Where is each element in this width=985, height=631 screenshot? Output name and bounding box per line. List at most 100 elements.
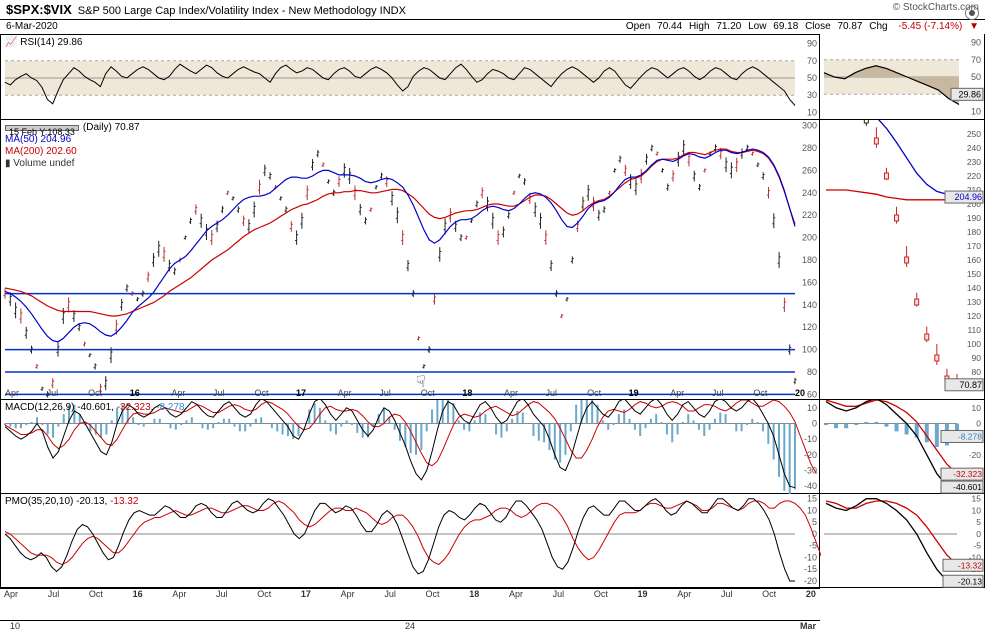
- svg-text:200: 200: [802, 233, 817, 243]
- svg-text:5: 5: [812, 517, 817, 527]
- svg-text:29.86: 29.86: [958, 89, 981, 99]
- svg-text:Oct: Oct: [254, 388, 269, 398]
- svg-text:15: 15: [972, 494, 982, 504]
- svg-text:-10: -10: [804, 552, 817, 562]
- svg-text:100: 100: [802, 345, 817, 355]
- svg-text:-13.32: -13.32: [958, 560, 982, 570]
- svg-text:220: 220: [967, 171, 981, 181]
- svg-text:90: 90: [972, 353, 982, 363]
- svg-text:120: 120: [802, 322, 817, 332]
- svg-text:80: 80: [972, 367, 982, 377]
- svg-text:80: 80: [807, 367, 817, 377]
- svg-text:Jul: Jul: [213, 388, 225, 398]
- svg-text:300: 300: [802, 121, 817, 131]
- x-axis-zoom: 1024Mar: [0, 620, 820, 631]
- svg-text:18: 18: [462, 388, 472, 398]
- rsi-zoom-panel: 907050301029.86: [820, 34, 985, 120]
- svg-text:5: 5: [976, 517, 981, 527]
- svg-text:190: 190: [967, 213, 981, 223]
- svg-text:160: 160: [967, 255, 981, 265]
- svg-text:Oct: Oct: [753, 388, 768, 398]
- svg-text:Oct: Oct: [88, 388, 103, 398]
- svg-text:120: 120: [967, 311, 981, 321]
- svg-text:-10: -10: [804, 434, 817, 444]
- svg-text:150: 150: [967, 269, 981, 279]
- svg-text:-5: -5: [973, 541, 981, 551]
- svg-text:10: 10: [807, 403, 817, 413]
- svg-text:-40: -40: [804, 481, 817, 491]
- svg-text:240: 240: [802, 188, 817, 198]
- svg-text:170: 170: [967, 241, 981, 251]
- svg-text:0: 0: [812, 419, 817, 429]
- svg-text:15: 15: [807, 494, 817, 504]
- svg-text:17: 17: [296, 388, 306, 398]
- svg-text:Apr: Apr: [504, 388, 518, 398]
- svg-text:10: 10: [972, 403, 982, 413]
- svg-text:-20: -20: [969, 450, 982, 460]
- svg-text:70: 70: [807, 56, 817, 66]
- svg-text:Apr: Apr: [338, 388, 352, 398]
- svg-text:130: 130: [967, 297, 981, 307]
- svg-text:140: 140: [802, 300, 817, 310]
- svg-text:180: 180: [802, 255, 817, 265]
- svg-text:50: 50: [971, 72, 981, 82]
- pmo-zoom-panel: 151050-5-10-15-20-13.32-20.13: [820, 494, 985, 588]
- macd-panel: MACD(12,26,9) -40.601, -32.323, -8.278 1…: [0, 400, 820, 494]
- svg-text:-8.278: -8.278: [958, 431, 982, 441]
- svg-text:180: 180: [967, 227, 981, 237]
- svg-text:240: 240: [967, 143, 981, 153]
- svg-text:260: 260: [802, 165, 817, 175]
- svg-text:0: 0: [976, 529, 981, 539]
- svg-text:Jul: Jul: [546, 388, 558, 398]
- svg-text:50: 50: [807, 73, 817, 83]
- chart-title: S&P 500 Large Cap Index/Volatility Index…: [78, 5, 406, 17]
- svg-text:10: 10: [971, 106, 981, 116]
- chart-date: 6-Mar-2020: [6, 21, 58, 32]
- chart-header: $SPX:$VIX S&P 500 Large Cap Index/Volati…: [0, 0, 985, 20]
- svg-text:220: 220: [802, 210, 817, 220]
- svg-text:90: 90: [971, 38, 981, 48]
- svg-text:204.96: 204.96: [954, 192, 982, 202]
- svg-text:Apr: Apr: [171, 388, 185, 398]
- svg-text:Apr: Apr: [670, 388, 684, 398]
- cursor-icon: ☟: [416, 372, 426, 392]
- svg-text:Oct: Oct: [587, 388, 602, 398]
- svg-text:30: 30: [807, 90, 817, 100]
- svg-text:0: 0: [976, 419, 981, 429]
- svg-text:70: 70: [971, 55, 981, 65]
- pmo-panel: PMO(35,20,10) -20.13, -13.32 151050-5-10…: [0, 494, 820, 588]
- svg-text:110: 110: [967, 325, 981, 335]
- settings-icon[interactable]: [965, 6, 979, 20]
- svg-text:20: 20: [795, 388, 805, 398]
- svg-text:-32.323: -32.323: [953, 469, 982, 479]
- svg-text:Jul: Jul: [379, 388, 391, 398]
- svg-text:280: 280: [802, 143, 817, 153]
- svg-text:10: 10: [807, 107, 817, 117]
- price-panel: 15 Feb Y:108.33(Daily) 70.87 MA(50) 204.…: [0, 120, 820, 400]
- svg-text:19: 19: [629, 388, 639, 398]
- svg-text:160: 160: [802, 277, 817, 287]
- svg-text:140: 140: [967, 283, 981, 293]
- macd-zoom-panel: 100-10-20-30-40-8.278-32.323-40.601: [820, 400, 985, 494]
- svg-text:90: 90: [807, 39, 817, 49]
- svg-text:70.87: 70.87: [959, 380, 982, 390]
- svg-text:-20: -20: [804, 576, 817, 586]
- chart-subheader: 6-Mar-2020 Open 70.44 High 71.20 Low 69.…: [0, 20, 985, 34]
- svg-text:Apr: Apr: [5, 388, 19, 398]
- svg-text:10: 10: [807, 505, 817, 515]
- svg-text:16: 16: [130, 388, 140, 398]
- svg-text:230: 230: [967, 157, 981, 167]
- svg-text:Jul: Jul: [47, 388, 59, 398]
- svg-text:Jul: Jul: [712, 388, 724, 398]
- svg-text:-40.601: -40.601: [953, 482, 982, 492]
- svg-text:100: 100: [967, 339, 981, 349]
- ohlc-bar: Open 70.44 High 71.20 Low 69.18 Close 70…: [622, 21, 979, 32]
- svg-text:250: 250: [967, 129, 981, 139]
- svg-text:-20.13: -20.13: [958, 576, 982, 586]
- svg-text:-15: -15: [804, 564, 817, 574]
- ticker-symbol: $SPX:$VIX: [6, 2, 72, 17]
- x-axis: AprJulOct16AprJulOct17AprJulOct18AprJulO…: [0, 588, 820, 620]
- svg-text:10: 10: [972, 505, 982, 515]
- rsi-panel: 📈 RSI(14) 29.86 9070503010: [0, 34, 820, 120]
- price-zoom-panel: 2502402302202102001901801701601501401301…: [820, 120, 985, 400]
